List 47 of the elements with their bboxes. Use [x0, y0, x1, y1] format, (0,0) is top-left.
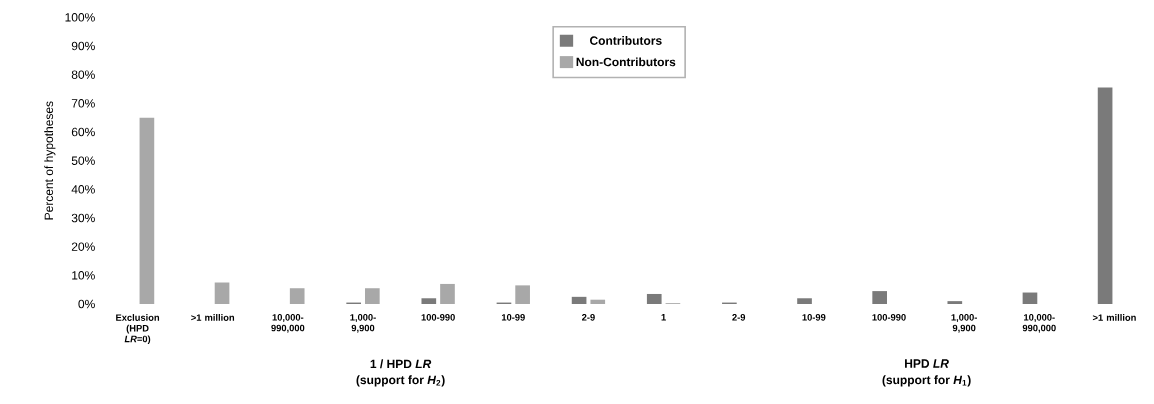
y-axis-title: Percent of hypotheses — [44, 101, 56, 220]
bar — [1022, 292, 1038, 304]
legend-label: Contributors — [589, 36, 662, 45]
y-tick-label: 70% — [71, 99, 95, 108]
bar — [440, 283, 455, 304]
y-tick-label: 40% — [71, 185, 95, 194]
x-tick-label: 100-990 — [421, 314, 455, 321]
y-tick-label: 80% — [71, 70, 95, 79]
x-tick-label: 10,000- 990,000 — [1022, 314, 1056, 333]
y-tick-label: 100% — [65, 13, 95, 22]
x-tick-label: Exclusion (HPD LR=0) — [116, 314, 160, 345]
x-tick-label: 2-9 — [732, 314, 746, 321]
bar — [872, 291, 888, 304]
y-tick-label: 50% — [71, 156, 95, 165]
x-tick-label: 1,000- 9,900 — [350, 314, 376, 333]
y-tick-label: 0% — [78, 299, 95, 309]
x-tick-label: 10-99 — [501, 314, 525, 321]
y-tick-label: 10% — [72, 271, 95, 280]
bar — [590, 299, 606, 304]
text: (support for H$_{1}$) — [882, 375, 971, 387]
bar — [214, 282, 230, 304]
bar — [646, 293, 662, 304]
bar — [289, 288, 305, 304]
bar — [515, 285, 530, 304]
text: 1 / HPD LR — [370, 359, 432, 369]
x-tick-label: 1,000- 9,900 — [951, 314, 978, 333]
y-tick-label: 90% — [71, 41, 95, 51]
text: HPD LR — [905, 359, 949, 368]
y-tick-label: 20% — [71, 242, 95, 251]
y-tick-label: 60% — [71, 127, 95, 137]
x-tick-label: 10,000- 990,000 — [271, 314, 305, 333]
bar — [421, 298, 437, 304]
y-tick-label: 30% — [71, 213, 95, 223]
bar — [571, 296, 587, 304]
bar — [947, 301, 963, 304]
text: (support for H$_{2}$) — [356, 375, 445, 387]
bar — [139, 117, 155, 304]
x-tick-label: >1 million — [191, 314, 235, 321]
legend-label: Non-Contributors — [576, 57, 676, 67]
x-tick-label: >1 million — [1092, 314, 1136, 321]
x-tick-label: 2-9 — [582, 314, 595, 321]
bar — [797, 298, 812, 304]
x-tick-label: 10-99 — [802, 314, 826, 321]
bar — [365, 288, 380, 304]
x-tick-label: 100-990 — [872, 314, 906, 321]
bar — [1097, 87, 1113, 304]
x-tick-label: 1 — [661, 314, 666, 321]
